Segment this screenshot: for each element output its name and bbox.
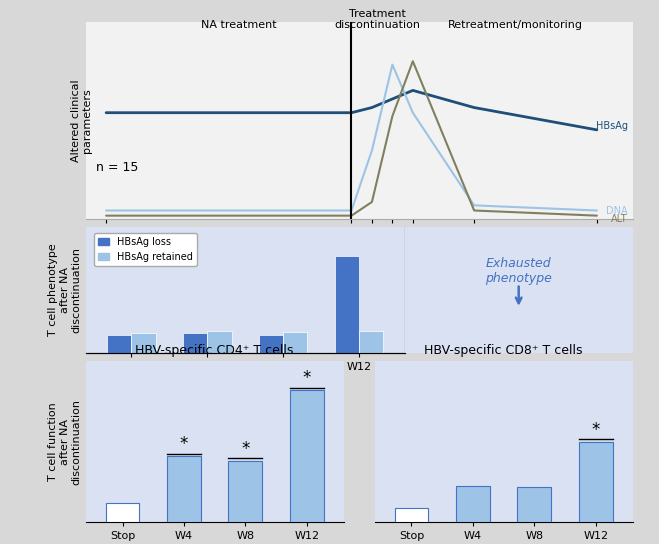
Bar	[131, 333, 156, 353]
Bar	[517, 487, 551, 522]
Bar	[105, 503, 140, 522]
Text: *: *	[302, 369, 311, 387]
Text: NA treatment: NA treatment	[201, 20, 277, 30]
Bar	[283, 332, 308, 353]
Text: HBsAg: HBsAg	[596, 121, 627, 132]
Text: n = 15: n = 15	[96, 161, 138, 174]
Bar	[259, 335, 283, 353]
Bar	[229, 461, 262, 522]
Bar	[107, 335, 131, 353]
Bar	[290, 390, 324, 522]
Bar	[207, 331, 231, 353]
Y-axis label: Ki-67⁺ CD38⁺ T cells: Ki-67⁺ CD38⁺ T cells	[409, 237, 419, 343]
Text: Exhausted
phenotype: Exhausted phenotype	[485, 257, 552, 285]
Text: *: *	[592, 421, 600, 438]
Title: HBV-specific CD8⁺ T cells: HBV-specific CD8⁺ T cells	[424, 344, 583, 357]
Text: DNA: DNA	[606, 206, 627, 215]
Bar	[183, 333, 207, 353]
Bar	[456, 486, 490, 522]
Y-axis label: Altered clinical
parameters: Altered clinical parameters	[71, 79, 92, 162]
Bar	[335, 256, 359, 353]
Text: *: *	[241, 440, 250, 458]
Legend: HBsAg loss, HBsAg retained: HBsAg loss, HBsAg retained	[94, 233, 197, 266]
Text: Treatment
discontinuation: Treatment discontinuation	[334, 9, 420, 30]
Text: Retreatment/monitoring: Retreatment/monitoring	[447, 20, 583, 30]
Text: ALT: ALT	[611, 214, 627, 224]
Y-axis label: T cell function
after NA
discontinuation: T cell function after NA discontinuation	[48, 399, 82, 485]
Y-axis label: T cell phenotype
after NA
discontinuation: T cell phenotype after NA discontinuatio…	[48, 244, 82, 336]
Bar	[579, 442, 613, 522]
Bar	[359, 331, 384, 353]
Text: *: *	[180, 435, 188, 453]
Title: HBV-specific CD4⁺ T cells: HBV-specific CD4⁺ T cells	[136, 344, 294, 357]
Bar	[167, 456, 201, 522]
Bar	[395, 508, 428, 522]
X-axis label: weeks: weeks	[341, 241, 378, 254]
